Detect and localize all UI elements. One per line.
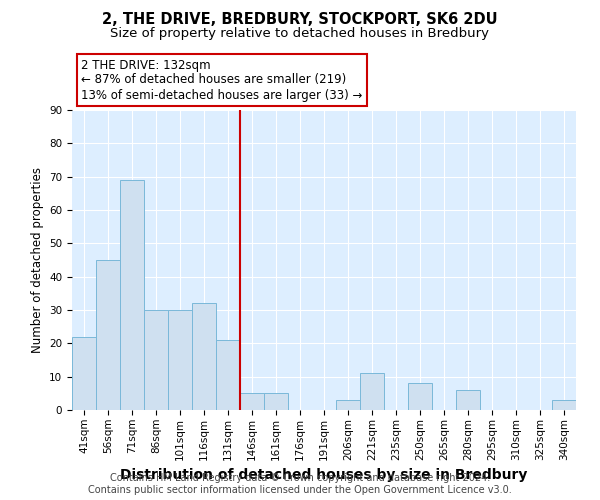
Bar [144,310,168,410]
Bar [240,394,264,410]
X-axis label: Distribution of detached houses by size in Bredbury: Distribution of detached houses by size … [121,468,527,482]
Text: Contains HM Land Registry data © Crown copyright and database right 2024.
Contai: Contains HM Land Registry data © Crown c… [88,474,512,495]
Bar [456,390,480,410]
Bar [408,384,432,410]
Bar [192,304,216,410]
Bar [360,374,384,410]
Bar [120,180,144,410]
Y-axis label: Number of detached properties: Number of detached properties [31,167,44,353]
Text: 2, THE DRIVE, BREDBURY, STOCKPORT, SK6 2DU: 2, THE DRIVE, BREDBURY, STOCKPORT, SK6 2… [102,12,498,28]
Text: Size of property relative to detached houses in Bredbury: Size of property relative to detached ho… [110,28,490,40]
Bar [72,336,96,410]
Bar [216,340,240,410]
Bar [168,310,192,410]
Bar [336,400,360,410]
Text: 2 THE DRIVE: 132sqm
← 87% of detached houses are smaller (219)
13% of semi-detac: 2 THE DRIVE: 132sqm ← 87% of detached ho… [81,58,362,102]
Bar [96,260,120,410]
Bar [552,400,576,410]
Bar [264,394,288,410]
